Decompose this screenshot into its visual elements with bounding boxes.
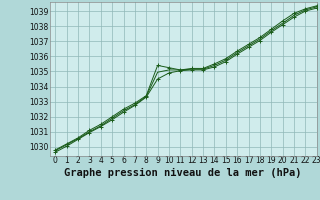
X-axis label: Graphe pression niveau de la mer (hPa): Graphe pression niveau de la mer (hPa) <box>64 168 302 178</box>
